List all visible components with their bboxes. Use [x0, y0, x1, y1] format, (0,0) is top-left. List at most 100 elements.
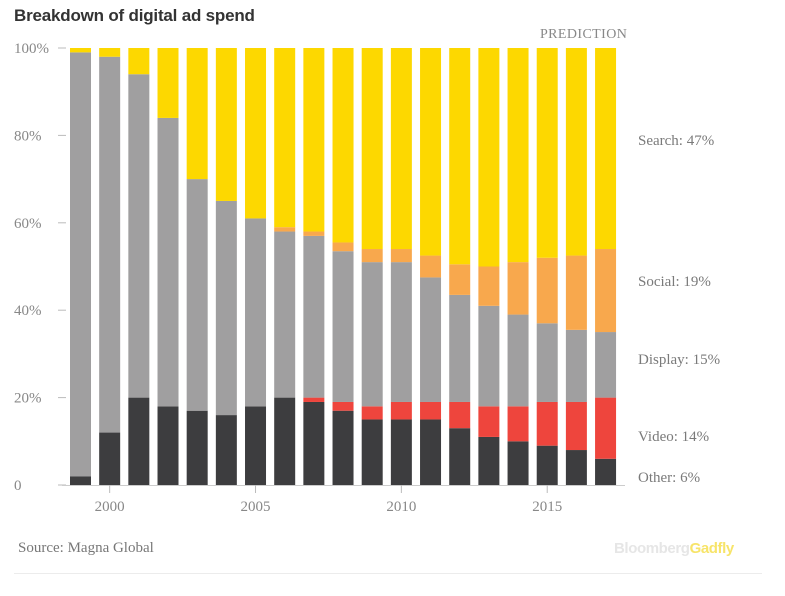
bar-segment-other [245, 406, 267, 485]
source-note: Source: Magna Global [18, 540, 154, 556]
bar-segment-other [303, 401, 325, 485]
bar-segment-display [274, 231, 296, 398]
bar-segment-display [157, 117, 179, 407]
bar-segment-other [449, 428, 471, 485]
bar-segment-search [332, 48, 354, 243]
bar-segment-display [303, 235, 325, 398]
logo-part-gadfly: Gadfly [689, 540, 735, 557]
bar-segment-video [507, 406, 529, 442]
segment-label-search: Search: 47% [638, 133, 714, 149]
bar-segment-search [595, 48, 617, 250]
footer-divider [14, 573, 762, 574]
y-tick-label: 40% [14, 303, 42, 319]
segment-label-other: Other: 6% [638, 470, 700, 486]
segment-label-video: Video: 14% [638, 429, 709, 445]
bar-segment-display [420, 277, 442, 402]
segment-label-display: Display: 15% [638, 352, 720, 368]
bar-segment-display [332, 251, 354, 402]
bar-segment-video [595, 397, 617, 459]
bar-segment-search [536, 48, 558, 258]
bar-segment-search [303, 48, 325, 232]
segment-label-social: Social: 19% [638, 274, 711, 290]
bar-segment-search [478, 48, 500, 267]
bar-segment-search [215, 48, 237, 201]
bar-segment-video [449, 401, 471, 429]
bar-segment-display [595, 332, 617, 398]
bar-segment-video [332, 401, 354, 411]
bar-segment-display [478, 305, 500, 407]
bar-segment-display [536, 323, 558, 402]
bar-segment-other [128, 397, 150, 485]
bar-segment-search [507, 48, 529, 263]
bar-segment-display [99, 56, 121, 433]
bar-segment-search [565, 48, 587, 256]
bar-segment-display [70, 52, 91, 477]
bar-segment-video [420, 401, 442, 420]
bar-segment-search [390, 48, 412, 250]
bar-segment-social [449, 264, 471, 295]
bar-segment-video [361, 406, 383, 420]
publisher-logo: BloombergGadfly [614, 540, 734, 557]
prediction-label: PREDICTION [540, 27, 627, 42]
bar-segment-display [128, 74, 150, 398]
bar-segment-other [536, 445, 558, 485]
x-tick-label: 2015 [532, 499, 562, 515]
bar-segment-search [99, 48, 121, 57]
y-tick-label: 80% [14, 128, 42, 144]
bar-segment-display [507, 314, 529, 407]
bar-segment-other [99, 432, 121, 485]
x-tick-label: 2010 [386, 499, 416, 515]
bar-segment-other [70, 476, 91, 485]
bar-segment-other [186, 410, 208, 485]
x-tick-label: 2000 [95, 499, 125, 515]
bar-segment-other [215, 415, 237, 485]
bar-segment-social [478, 266, 500, 306]
bar-segment-other [507, 441, 529, 485]
bar-segment-search [186, 48, 208, 180]
bar-segment-social [507, 262, 529, 315]
bar-segment-display [449, 294, 471, 402]
bar-segment-other [565, 450, 587, 485]
bar-segment-social [303, 231, 325, 236]
bar-segment-display [215, 200, 237, 416]
bar-segment-other [390, 419, 412, 485]
bar-segment-other [274, 397, 296, 485]
bar-segment-other [420, 419, 442, 485]
x-tick-label: 2005 [241, 499, 271, 515]
bar-segment-social [420, 255, 442, 278]
y-tick-label: 20% [14, 391, 42, 407]
y-tick-label: 100% [14, 41, 49, 57]
bar-segment-search [157, 48, 179, 118]
bar-segment-other [332, 410, 354, 485]
bar-segment-display [565, 329, 587, 402]
bar-segment-other [157, 406, 179, 485]
bar-segment-search [245, 48, 267, 219]
bar-segment-display [390, 262, 412, 402]
bar-segment-video [478, 406, 500, 437]
bar-segment-video [536, 401, 558, 446]
bar-segment-social [274, 227, 296, 232]
bar-segment-search [420, 48, 442, 256]
bar-segment-other [478, 436, 500, 485]
bar-segment-search [70, 48, 91, 53]
bar-segment-social [536, 257, 558, 324]
bar-segment-other [361, 419, 383, 485]
bar-segment-video [565, 401, 587, 451]
bar-segment-social [390, 249, 412, 263]
logo-part-bloomberg: Bloomberg [614, 540, 690, 557]
bar-segment-display [186, 179, 208, 411]
bar-segment-social [361, 249, 383, 263]
chart-title: Breakdown of digital ad spend [14, 6, 255, 25]
bar-segment-video [390, 401, 412, 420]
y-tick-label: 60% [14, 216, 42, 232]
bar-segment-search [274, 48, 296, 228]
bar-segment-search [128, 48, 150, 75]
bar-segment-display [245, 218, 267, 407]
bar-segment-social [332, 242, 354, 252]
bar-segment-video [303, 397, 325, 402]
bar-segment-search [449, 48, 471, 265]
bar-segment-social [565, 255, 587, 330]
bar-segment-display [361, 262, 383, 407]
y-tick-label: 0 [14, 478, 22, 494]
